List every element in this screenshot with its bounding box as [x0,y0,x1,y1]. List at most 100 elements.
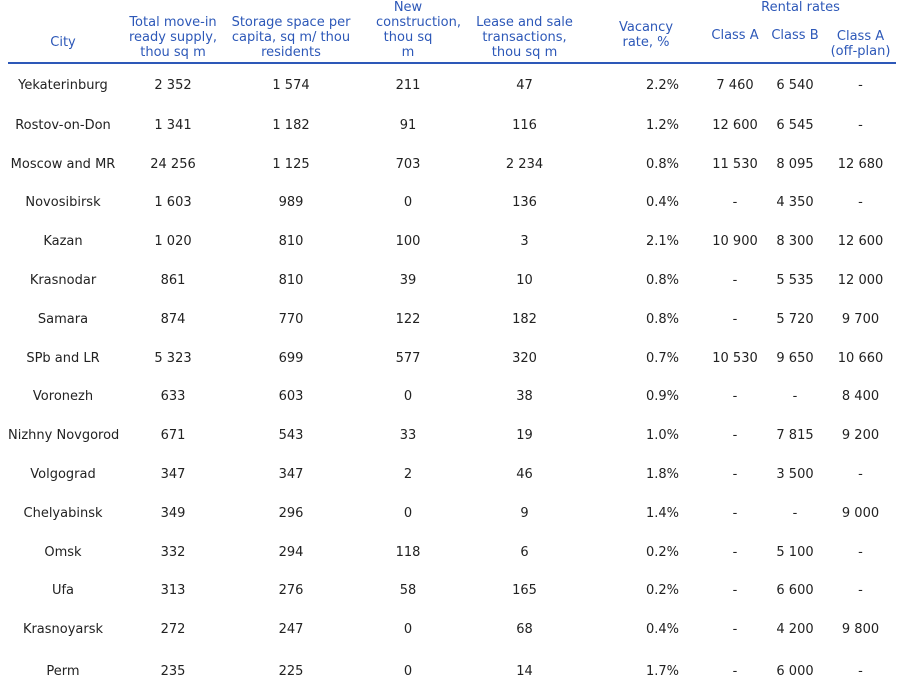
cell-total: 235 [160,664,186,680]
cell-b: 6 545 [776,117,814,133]
cell-lease: 116 [512,117,537,133]
cell-a: - [732,505,738,521]
cell-lease: 165 [512,583,537,599]
cell-total: 633 [160,389,186,405]
cell-a: - [732,273,738,289]
cell-city: Volgograd [30,467,96,483]
cell-total: 5 323 [154,350,192,366]
cell-a: 11 530 [712,156,758,172]
cell-city: Omsk [44,544,82,560]
cell-new: 577 [395,350,421,366]
cell-vacancy: 0.8% [645,311,679,327]
cell-aoff: 12 000 [837,273,884,289]
cell-new: 118 [395,544,421,560]
table-row: Voronezh 633 603 0 38 0.9% - - 8 400 [8,378,896,417]
cell-aoff: - [858,467,863,483]
cell-a: - [732,544,738,560]
table-row: Perm 235 225 0 14 1.7% - 6 000 - [8,649,896,681]
cell-new: 58 [399,583,417,599]
cell-a: - [732,467,738,483]
table-row: SPb and LR 5 323 699 577 320 0.7% 10 530 9 650 1… [8,339,896,378]
cell-lease: 14 [516,664,533,680]
table-row: Krasnoyarsk 272 247 0 68 0.4% - 4 200 9 800 [8,610,896,649]
cell-new: 0 [403,505,413,521]
cell-b: 7 815 [776,428,814,444]
cell-b: 4 350 [776,195,814,211]
cell-a: - [732,195,738,211]
cell-storage: 247 [278,622,304,638]
cell-b: 5 100 [776,544,814,560]
cell-vacancy: 0.2% [645,583,679,599]
warehouse-market-table: City Total move-in ready supply, thou sq… [8,0,897,681]
header-class-a: Class A [711,28,759,43]
cell-total: 24 256 [150,156,196,172]
cell-storage: 699 [278,350,304,366]
cell-vacancy: 0.9% [645,389,679,405]
cell-city: Rostov-on-Don [15,117,111,133]
cell-city: Krasnodar [29,273,97,289]
cell-storage: 543 [278,428,304,444]
cell-aoff: - [858,664,863,680]
cell-city: Novosibirsk [25,195,101,211]
cell-new: 0 [403,195,413,211]
table-row: Novosibirsk 1 603 989 0 136 0.4% - 4 350 - [8,184,896,223]
cell-vacancy: 0.2% [645,544,679,560]
cell-vacancy: 1.2% [645,117,679,133]
cell-vacancy: 0.8% [645,156,679,172]
cell-new: 122 [395,311,421,327]
cell-storage: 603 [278,389,304,405]
cell-city: Perm [46,664,80,680]
header-rental-rates: Rental rates [761,0,840,15]
cell-city: Kazan [43,234,83,250]
cell-lease: 320 [512,350,537,366]
cell-vacancy: 0.8% [645,273,679,289]
table-row: Omsk 332 294 118 6 0.2% - 5 100 - [8,533,896,572]
cell-new: 2 [403,467,413,483]
cell-b: 5 720 [776,311,814,327]
table-header: City Total move-in ready supply, thou sq… [8,0,897,65]
cell-aoff: 9 000 [841,505,880,521]
cell-vacancy: 1.0% [645,428,679,444]
cell-storage: 276 [278,583,304,599]
cell-storage: 989 [278,195,304,211]
cell-a: - [732,389,738,405]
table-row: Yekaterinburg 2 352 1 574 211 47 2.2% 7 460 6 5… [8,64,896,106]
table-row: Nizhny Novgorod 671 543 33 19 1.0% - 7 815 9 200 [8,416,896,455]
header-class-b: Class B [771,28,819,43]
cell-city: Yekaterinburg [18,77,108,93]
cell-total: 2 352 [154,77,192,93]
cell-b: - [792,389,798,405]
cell-lease: 68 [516,622,533,638]
cell-aoff: 10 660 [837,350,884,366]
cell-b: 6 600 [776,583,814,599]
table-row: Volgograd 347 347 2 46 1.8% - 3 500 - [8,455,896,494]
cell-aoff: - [858,583,863,599]
cell-aoff: 8 400 [841,389,880,405]
cell-vacancy: 0.4% [645,622,679,638]
header-storage-per-capita: Storage space per capita, sq m/ thou res… [231,15,351,60]
cell-total: 272 [160,622,186,638]
cell-city: Chelyabinsk [23,505,103,521]
cell-new: 39 [399,273,417,289]
cell-a: - [732,311,738,327]
cell-a: 10 900 [712,234,758,250]
header-total-supply: Total move-in ready supply, thou sq m [128,15,218,60]
cell-aoff: 9 700 [841,311,880,327]
cell-lease: 2 234 [505,156,544,172]
cell-total: 874 [160,311,186,327]
table-row: Samara 874 770 122 182 0.8% - 5 720 9 700 [8,300,896,339]
cell-city: Samara [37,311,89,327]
cell-b: 6 000 [776,664,814,680]
cell-total: 347 [160,467,186,483]
cell-a: - [732,622,738,638]
cell-b: 3 500 [776,467,814,483]
cell-city: Krasnoyarsk [22,622,104,638]
cell-vacancy: 2.2% [645,77,679,93]
cell-vacancy: 0.7% [645,350,679,366]
cell-total: 861 [160,273,186,289]
cell-aoff: - [858,195,863,211]
cell-b: 6 540 [776,77,814,93]
cell-b: 5 535 [776,273,814,289]
header-vacancy-rate: Vacancy rate, % [618,20,674,50]
